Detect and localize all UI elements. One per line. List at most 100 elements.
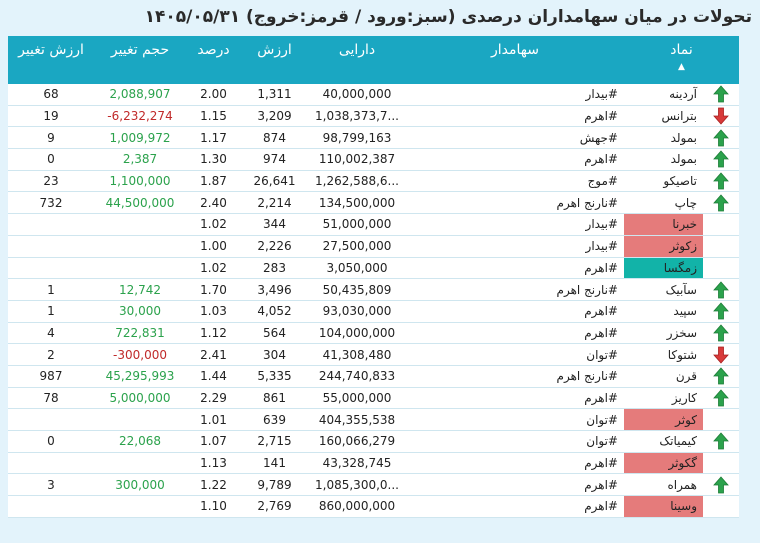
col-header-percent[interactable]: درصد — [186, 36, 241, 84]
cell-percent: 1.17 — [186, 126, 241, 150]
table-row[interactable]: 987 45,295,993 1.44 5,335 244,740,833 #نارنج … — [8, 365, 739, 388]
cell-percent: 1.10 — [186, 495, 241, 518]
table-row[interactable]: 0 22,068 1.07 2,715 160,066,279 #توان کیمیاتک — [8, 430, 739, 453]
cell-direction — [703, 343, 739, 366]
cell-shareholder[interactable]: #اهرم — [406, 322, 624, 345]
col-header-volume-change[interactable]: حجم تغییر — [94, 36, 186, 84]
arrow-down-icon — [703, 107, 739, 125]
cell-symbol[interactable]: شتوکا — [624, 343, 703, 366]
cell-symbol[interactable]: تاصیکو — [624, 170, 703, 193]
cell-assets: 110,002,387 — [308, 148, 406, 171]
table-row[interactable]: 4 722,831 1.12 564 104,000,000 #اهرم سخزر — [8, 322, 739, 345]
cell-shareholder[interactable]: #اهرم — [406, 105, 624, 128]
cell-volume-change: 45,295,993 — [94, 365, 186, 388]
cell-symbol[interactable]: کوثر — [624, 408, 703, 431]
table-row[interactable]: 732 44,500,000 2.40 2,214 134,500,000 #نارنج … — [8, 191, 739, 215]
cell-shareholder[interactable]: #اهرم — [406, 148, 624, 171]
table-row[interactable]: 78 5,000,000 2.29 861 55,000,000 #اهرم کاریز — [8, 387, 739, 410]
cell-shareholder[interactable]: #توان — [406, 430, 624, 453]
col-header-shareholder[interactable]: سهامدار — [406, 36, 624, 84]
cell-shareholder[interactable]: #اهرم — [406, 387, 624, 410]
table-row[interactable]: 1.01 639 404,355,538 #توان کوثر — [8, 408, 739, 431]
cell-symbol[interactable]: زمگسا — [624, 257, 703, 280]
cell-shareholder[interactable]: #نارنج اهرم — [406, 191, 624, 215]
table-row[interactable]: 1.10 2,769 860,000,000 #اهرم وسینا — [8, 495, 739, 518]
table-row[interactable]: 1.00 2,226 27,500,000 #بیدار زکوثر — [8, 235, 739, 258]
cell-symbol[interactable]: بترانس — [624, 105, 703, 128]
table-row[interactable]: 9 1,009,972 1.17 874 98,799,163 #جهش بمولد — [8, 126, 739, 150]
arrow-up-icon — [703, 389, 739, 407]
cell-symbol[interactable]: بمولد — [624, 126, 703, 150]
cell-value: 141 — [241, 452, 308, 475]
cell-shareholder[interactable]: #توان — [406, 408, 624, 431]
cell-shareholder[interactable]: #موج — [406, 170, 624, 193]
cell-direction — [703, 105, 739, 128]
cell-value-change: 23 — [8, 170, 94, 193]
cell-percent: 1.03 — [186, 300, 241, 323]
cell-assets: 40,000,000 — [308, 84, 406, 106]
cell-symbol[interactable]: کاریز — [624, 387, 703, 410]
cell-symbol[interactable]: خبرنا — [624, 213, 703, 236]
cell-symbol[interactable]: گکوثر — [624, 452, 703, 475]
cell-symbol[interactable]: همراه — [624, 473, 703, 497]
table-row[interactable]: 0 2,387 1.30 974 110,002,387 #اهرم بمولد — [8, 148, 739, 171]
table-row[interactable]: 23 1,100,000 1.87 26,641 1,262,588,6... #موج ت… — [8, 170, 739, 193]
cell-shareholder[interactable]: #اهرم — [406, 473, 624, 497]
col-header-assets[interactable]: دارایی — [308, 36, 406, 84]
cell-symbol[interactable]: چاپ — [624, 191, 703, 215]
cell-value: 5,335 — [241, 365, 308, 388]
cell-symbol[interactable]: آردینه — [624, 84, 703, 106]
table-row[interactable]: 3 300,000 1.22 9,789 1,085,300,0... #اهرم همرا… — [8, 473, 739, 497]
cell-shareholder[interactable]: #بیدار — [406, 84, 624, 106]
cell-shareholder[interactable]: #اهرم — [406, 452, 624, 475]
cell-symbol[interactable]: کیمیاتک — [624, 430, 703, 453]
cell-shareholder[interactable]: #بیدار — [406, 213, 624, 236]
cell-shareholder[interactable]: #جهش — [406, 126, 624, 150]
cell-symbol[interactable]: سخزر — [624, 322, 703, 345]
cell-shareholder[interactable]: #نارنج اهرم — [406, 278, 624, 301]
cell-symbol[interactable]: قرن — [624, 365, 703, 388]
cell-symbol[interactable]: زکوثر — [624, 235, 703, 258]
cell-value: 874 — [241, 126, 308, 150]
col-header-symbol[interactable]: نماد ▲ — [624, 36, 739, 84]
cell-shareholder[interactable]: #اهرم — [406, 257, 624, 280]
cell-symbol[interactable]: وسینا — [624, 495, 703, 518]
cell-symbol[interactable]: سآبیک — [624, 278, 703, 301]
cell-shareholder[interactable]: #اهرم — [406, 495, 624, 518]
cell-assets: 27,500,000 — [308, 235, 406, 258]
cell-shareholder[interactable]: #توان — [406, 343, 624, 366]
table-row[interactable]: 1 30,000 1.03 4,052 93,030,000 #اهرم سپید — [8, 300, 739, 323]
table-row[interactable]: 1.02 344 51,000,000 #بیدار خبرنا — [8, 213, 739, 236]
cell-volume-change — [94, 257, 186, 280]
cell-direction — [703, 257, 739, 280]
cell-value-change: 68 — [8, 84, 94, 106]
cell-value-change: 0 — [8, 148, 94, 171]
cell-symbol[interactable]: بمولد — [624, 148, 703, 171]
cell-value-change — [8, 235, 94, 258]
table-row[interactable]: 68 2,088,907 2.00 1,311 40,000,000 #بیدار آردی… — [8, 84, 739, 106]
cell-symbol[interactable]: سپید — [624, 300, 703, 323]
cell-value-change — [8, 452, 94, 475]
cell-direction — [703, 278, 739, 301]
cell-value-change: 78 — [8, 387, 94, 410]
cell-value-change: 0 — [8, 430, 94, 453]
cell-direction — [703, 170, 739, 193]
cell-direction — [703, 84, 739, 106]
cell-shareholder[interactable]: #نارنج اهرم — [406, 365, 624, 388]
cell-assets: 93,030,000 — [308, 300, 406, 323]
table-row[interactable]: 1.13 141 43,328,745 #اهرم گکوثر — [8, 452, 739, 475]
cell-direction — [703, 473, 739, 497]
cell-shareholder[interactable]: #بیدار — [406, 235, 624, 258]
table-row[interactable]: 1.02 283 3,050,000 #اهرم زمگسا — [8, 257, 739, 280]
cell-value-change: 4 — [8, 322, 94, 345]
cell-percent: 2.29 — [186, 387, 241, 410]
col-header-value-change[interactable]: ارزش تغییر — [8, 36, 94, 84]
arrow-up-icon — [703, 172, 739, 190]
table-row[interactable]: 1 12,742 1.70 3,496 50,435,809 #نارنج اهرم سآب… — [8, 278, 739, 301]
col-header-value[interactable]: ارزش — [241, 36, 308, 84]
cell-shareholder[interactable]: #اهرم — [406, 300, 624, 323]
table-row[interactable]: 19 -6,232,274 1.15 3,209 1,038,373,7... #اهرم… — [8, 105, 739, 128]
table-row[interactable]: 2 -300,000 2.41 304 41,308,480 #توان شتوکا — [8, 343, 739, 366]
cell-direction — [703, 191, 739, 215]
cell-assets: 50,435,809 — [308, 278, 406, 301]
